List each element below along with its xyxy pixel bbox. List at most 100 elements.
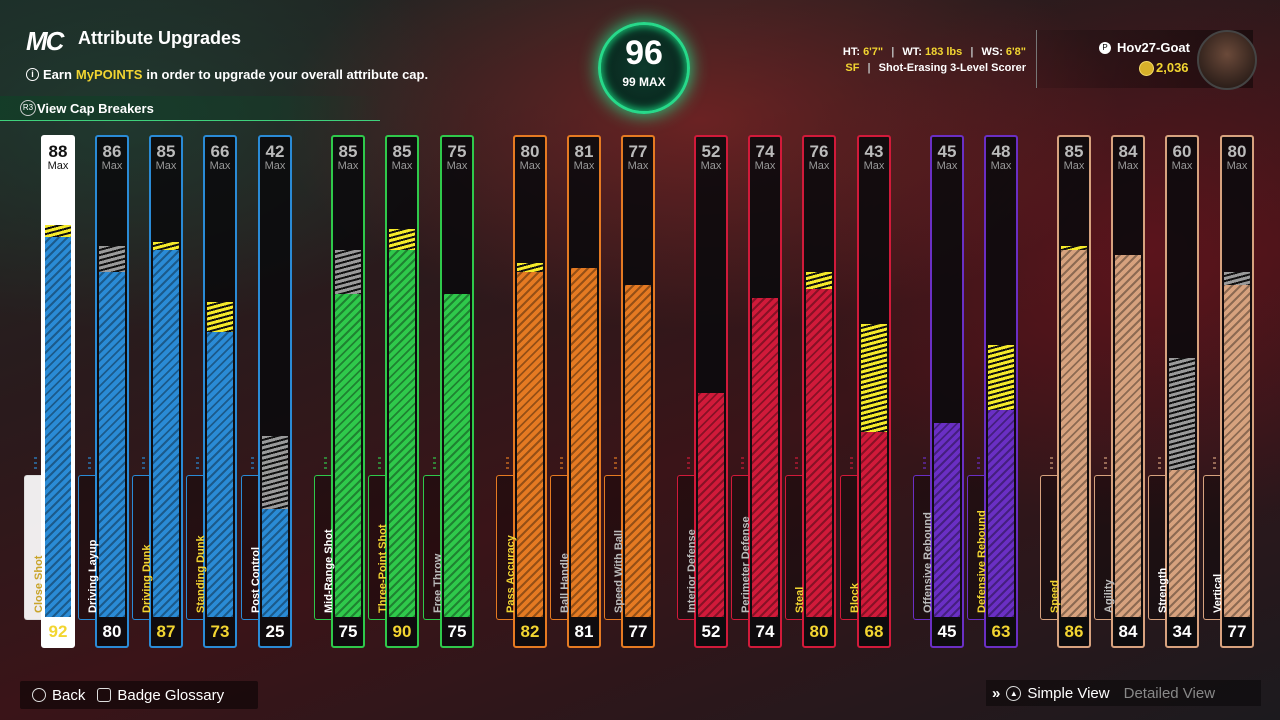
boost-segment (861, 323, 887, 432)
attribute-speed-with-ball[interactable]: 77 Max 77 Speed With Ball (604, 135, 655, 648)
attribute-fill (207, 332, 233, 617)
attribute-current: 86 (1064, 622, 1084, 641)
attribute-interior-defense[interactable]: 52 Max 52 Interior Defense (677, 135, 728, 648)
attribute-current: 68 (864, 622, 884, 641)
boost-segment (389, 228, 415, 251)
detailed-view-option[interactable]: Detailed View (1123, 684, 1216, 702)
tick-dots (687, 457, 690, 469)
attribute-cap: 88 (48, 142, 68, 161)
tick-dots (433, 457, 436, 469)
attribute-fill (335, 293, 361, 617)
attribute-cap: 42 (265, 142, 285, 161)
attribute-standing-dunk[interactable]: 66 Max 73 Standing Dunk (186, 135, 237, 648)
attribute-max-label: Max (627, 160, 649, 172)
attribute-max-label: Max (700, 160, 722, 172)
attribute-cap: 60 (1172, 142, 1192, 161)
attribute-name-tab: Interior Defense (677, 475, 698, 620)
attribute-pass-accuracy[interactable]: 80 Max 82 Pass Accuracy (496, 135, 547, 648)
attribute-cap: 52 (701, 142, 721, 161)
gamertag: Hov27-Goat (1117, 40, 1190, 55)
attribute-three-point-shot[interactable]: 85 Max 90 Three-Point Shot (368, 135, 419, 648)
back-button[interactable]: Back (32, 687, 85, 704)
tick-dots (741, 457, 744, 469)
attribute-defensive-rebound[interactable]: 48 Max 63 Defensive Rebound (967, 135, 1018, 648)
boost-segment (517, 263, 543, 272)
attribute-max-label: Max (1117, 160, 1139, 172)
attribute-name-tab: Pass Accuracy (496, 475, 517, 620)
attribute-fill (571, 267, 597, 617)
attribute-fill (389, 250, 415, 617)
tick-dots (324, 457, 327, 469)
attribute-mid-range-shot[interactable]: 85 Max 75 Mid-Range Shot (314, 135, 365, 648)
tick-dots (1158, 457, 1161, 469)
tick-dots (850, 457, 853, 469)
boost-segment (153, 241, 179, 251)
attribute-close-shot[interactable]: 88 Max 92 Close Shot (24, 135, 75, 648)
attribute-name-tab: Perimeter Defense (731, 475, 752, 620)
attribute-current: 34 (1172, 622, 1192, 641)
attribute-fill (698, 392, 724, 617)
attribute-name-tab: Ball Handle (550, 475, 571, 620)
attribute-current: 75 (338, 622, 358, 641)
attribute-fill (1061, 250, 1087, 617)
tick-dots (614, 457, 617, 469)
attribute-vertical[interactable]: 80 Max 77 Vertical (1203, 135, 1254, 648)
attribute-name: Driving Dunk (141, 544, 153, 613)
attribute-cap: 43 (864, 142, 884, 161)
attribute-max-label: Max (808, 160, 830, 172)
attribute-max-label: Max (936, 160, 958, 172)
attribute-cap: 85 (156, 142, 176, 161)
boost-segment (207, 302, 233, 333)
attribute-strength[interactable]: 60 Max 34 Strength (1148, 135, 1199, 648)
attribute-max-label: Max (754, 160, 776, 172)
attribute-max-label: Max (1226, 160, 1248, 172)
view-cap-breakers-button[interactable]: R3 View Cap Breakers (0, 96, 380, 121)
weight-label: WT: (902, 46, 922, 58)
attribute-current: 80 (809, 622, 829, 641)
info-icon: i (26, 68, 39, 81)
attribute-cap: 45 (937, 142, 957, 161)
attribute-name-tab: Three-Point Shot (368, 475, 389, 620)
tick-dots (506, 457, 509, 469)
attribute-steal[interactable]: 76 Max 80 Steal (785, 135, 836, 648)
attribute-free-throw[interactable]: 75 Max 75 Free Throw (423, 135, 474, 648)
attribute-name-tab: Driving Dunk (132, 475, 153, 620)
upgrade-room-segment (335, 250, 361, 294)
attribute-name: Perimeter Defense (740, 516, 752, 613)
attribute-fill (444, 293, 470, 617)
attribute-ball-handle[interactable]: 81 Max 81 Ball Handle (550, 135, 601, 648)
attribute-driving-layup[interactable]: 86 Max 80 Driving Layup (78, 135, 129, 648)
attribute-post-control[interactable]: 42 Max 25 Post Control (241, 135, 292, 648)
wingspan-label: WS: (981, 46, 1003, 58)
tick-dots (977, 457, 980, 469)
attribute-driving-dunk[interactable]: 85 Max 87 Driving Dunk (132, 135, 183, 648)
view-toggle: » ▲ Simple View Detailed View (986, 680, 1261, 706)
tick-dots (251, 457, 254, 469)
simple-view-option[interactable]: Simple View (1027, 684, 1110, 702)
attribute-agility[interactable]: 84 Max 84 Agility (1094, 135, 1145, 648)
attribute-max-label: Max (209, 160, 231, 172)
attribute-current: 77 (1227, 622, 1247, 641)
attribute-offensive-rebound[interactable]: 45 Max 45 Offensive Rebound (913, 135, 964, 648)
square-button-icon (97, 688, 112, 702)
attribute-name: Speed With Ball (613, 529, 625, 613)
badge-glossary-button[interactable]: Badge Glossary (97, 687, 224, 704)
tick-dots (1213, 457, 1216, 469)
attribute-max-label: Max (391, 160, 413, 172)
tick-dots (795, 457, 798, 469)
attribute-perimeter-defense[interactable]: 74 Max 74 Perimeter Defense (731, 135, 782, 648)
position: SF (845, 62, 860, 74)
attribute-block[interactable]: 43 Max 68 Block (840, 135, 891, 648)
attribute-current: 82 (520, 622, 540, 641)
attribute-name-tab: Strength (1148, 475, 1169, 620)
attribute-name-tab: Vertical (1203, 475, 1224, 620)
attribute-cap: 80 (1227, 142, 1247, 161)
attribute-fill (1115, 254, 1141, 617)
weight-value: 183 lbs (924, 46, 963, 58)
attribute-fill (625, 284, 651, 617)
attribute-speed[interactable]: 85 Max 86 Speed (1040, 135, 1091, 648)
attribute-max-label: Max (1171, 160, 1193, 172)
attribute-max-label: Max (1063, 160, 1085, 172)
attribute-max-label: Max (863, 160, 885, 172)
attribute-max-label: Max (101, 160, 123, 172)
